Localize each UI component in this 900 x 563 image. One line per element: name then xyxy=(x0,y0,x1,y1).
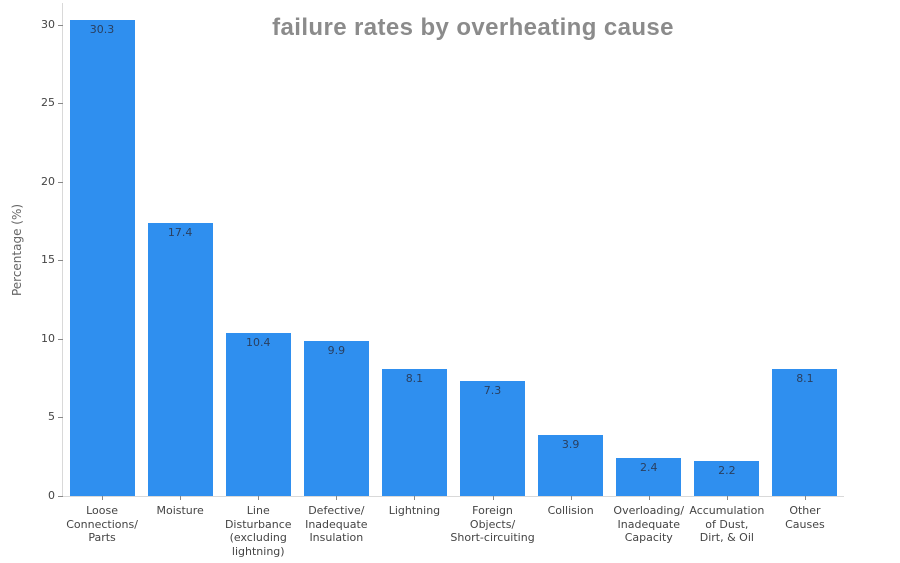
bar-value-label: 17.4 xyxy=(167,225,193,239)
bar: 2.4 xyxy=(616,458,682,496)
bar: 30.3 xyxy=(69,20,135,496)
bar-value-label: 9.9 xyxy=(327,343,346,357)
y-axis-title: Percentage (%) xyxy=(10,203,24,297)
x-tick-label: Accumulation of Dust, Dirt, & Oil xyxy=(689,504,765,544)
chart-title: failure rates by overheating cause xyxy=(272,14,674,41)
x-tick-label: Lightning xyxy=(388,504,441,517)
bar: 10.4 xyxy=(225,332,291,496)
bar-value-label: 10.4 xyxy=(246,335,271,349)
bar: 8.1 xyxy=(381,368,447,496)
bar-value-label: 2.4 xyxy=(640,461,658,475)
y-tick-label: 20 xyxy=(41,174,55,188)
x-tick-mark xyxy=(726,496,728,500)
y-tick-mark xyxy=(58,103,63,105)
x-tick-label: Foreign Objects/ Short-circuiting xyxy=(450,504,535,544)
bar-value-label: 2.2 xyxy=(718,464,736,478)
bar: 3.9 xyxy=(538,434,604,496)
bar-value-label: 8.1 xyxy=(796,371,814,385)
x-tick-mark xyxy=(180,496,182,500)
bar-value-label: 3.9 xyxy=(561,437,580,451)
x-tick-mark xyxy=(102,496,104,500)
x-tick-mark xyxy=(804,496,806,500)
y-tick-label: 10 xyxy=(41,331,55,345)
y-tick-mark xyxy=(58,181,63,183)
y-tick-mark xyxy=(58,338,63,340)
bar: 8.1 xyxy=(772,368,838,496)
y-tick-label: 5 xyxy=(48,410,55,424)
y-tick-label: 0 xyxy=(48,489,55,502)
y-tick-label: 30 xyxy=(41,17,55,31)
x-tick-mark xyxy=(414,496,416,500)
y-tick-mark xyxy=(58,24,63,26)
x-tick-label: Defective/ Inadequate Insulation xyxy=(305,504,368,544)
x-tick-label: Collision xyxy=(547,504,594,517)
x-tick-mark xyxy=(336,496,338,500)
x-tick-label: Line Disturbance (excluding lightning) xyxy=(224,504,292,558)
bar-value-label: 7.3 xyxy=(483,384,502,398)
bar-value-label: 8.1 xyxy=(405,371,424,385)
bar: 9.9 xyxy=(303,340,369,496)
y-tick-mark xyxy=(58,496,63,497)
x-tick-mark xyxy=(648,496,650,500)
x-tick-label: Other Causes xyxy=(785,504,825,531)
y-tick-mark xyxy=(58,417,63,419)
bar: 17.4 xyxy=(147,222,213,496)
y-tick-label: 25 xyxy=(41,96,55,110)
x-tick-label: Moisture xyxy=(156,504,204,517)
bar: 2.2 xyxy=(694,461,760,496)
x-tick-mark xyxy=(570,496,572,500)
x-tick-label: Loose Connections/ Parts xyxy=(66,504,138,544)
bar: 7.3 xyxy=(460,381,526,496)
plot-area: 0 5 10 15 20 25 30 30.3 Loose Connections/ Parts… xyxy=(41,3,844,558)
x-tick-label: Overloading/ Inadequate Capacity xyxy=(613,504,685,544)
x-tick-mark xyxy=(258,496,260,500)
y-tick-label: 15 xyxy=(41,253,55,267)
x-tick-mark xyxy=(492,496,494,500)
bar-value-label: 30.3 xyxy=(89,23,115,37)
y-tick-mark xyxy=(58,260,63,262)
